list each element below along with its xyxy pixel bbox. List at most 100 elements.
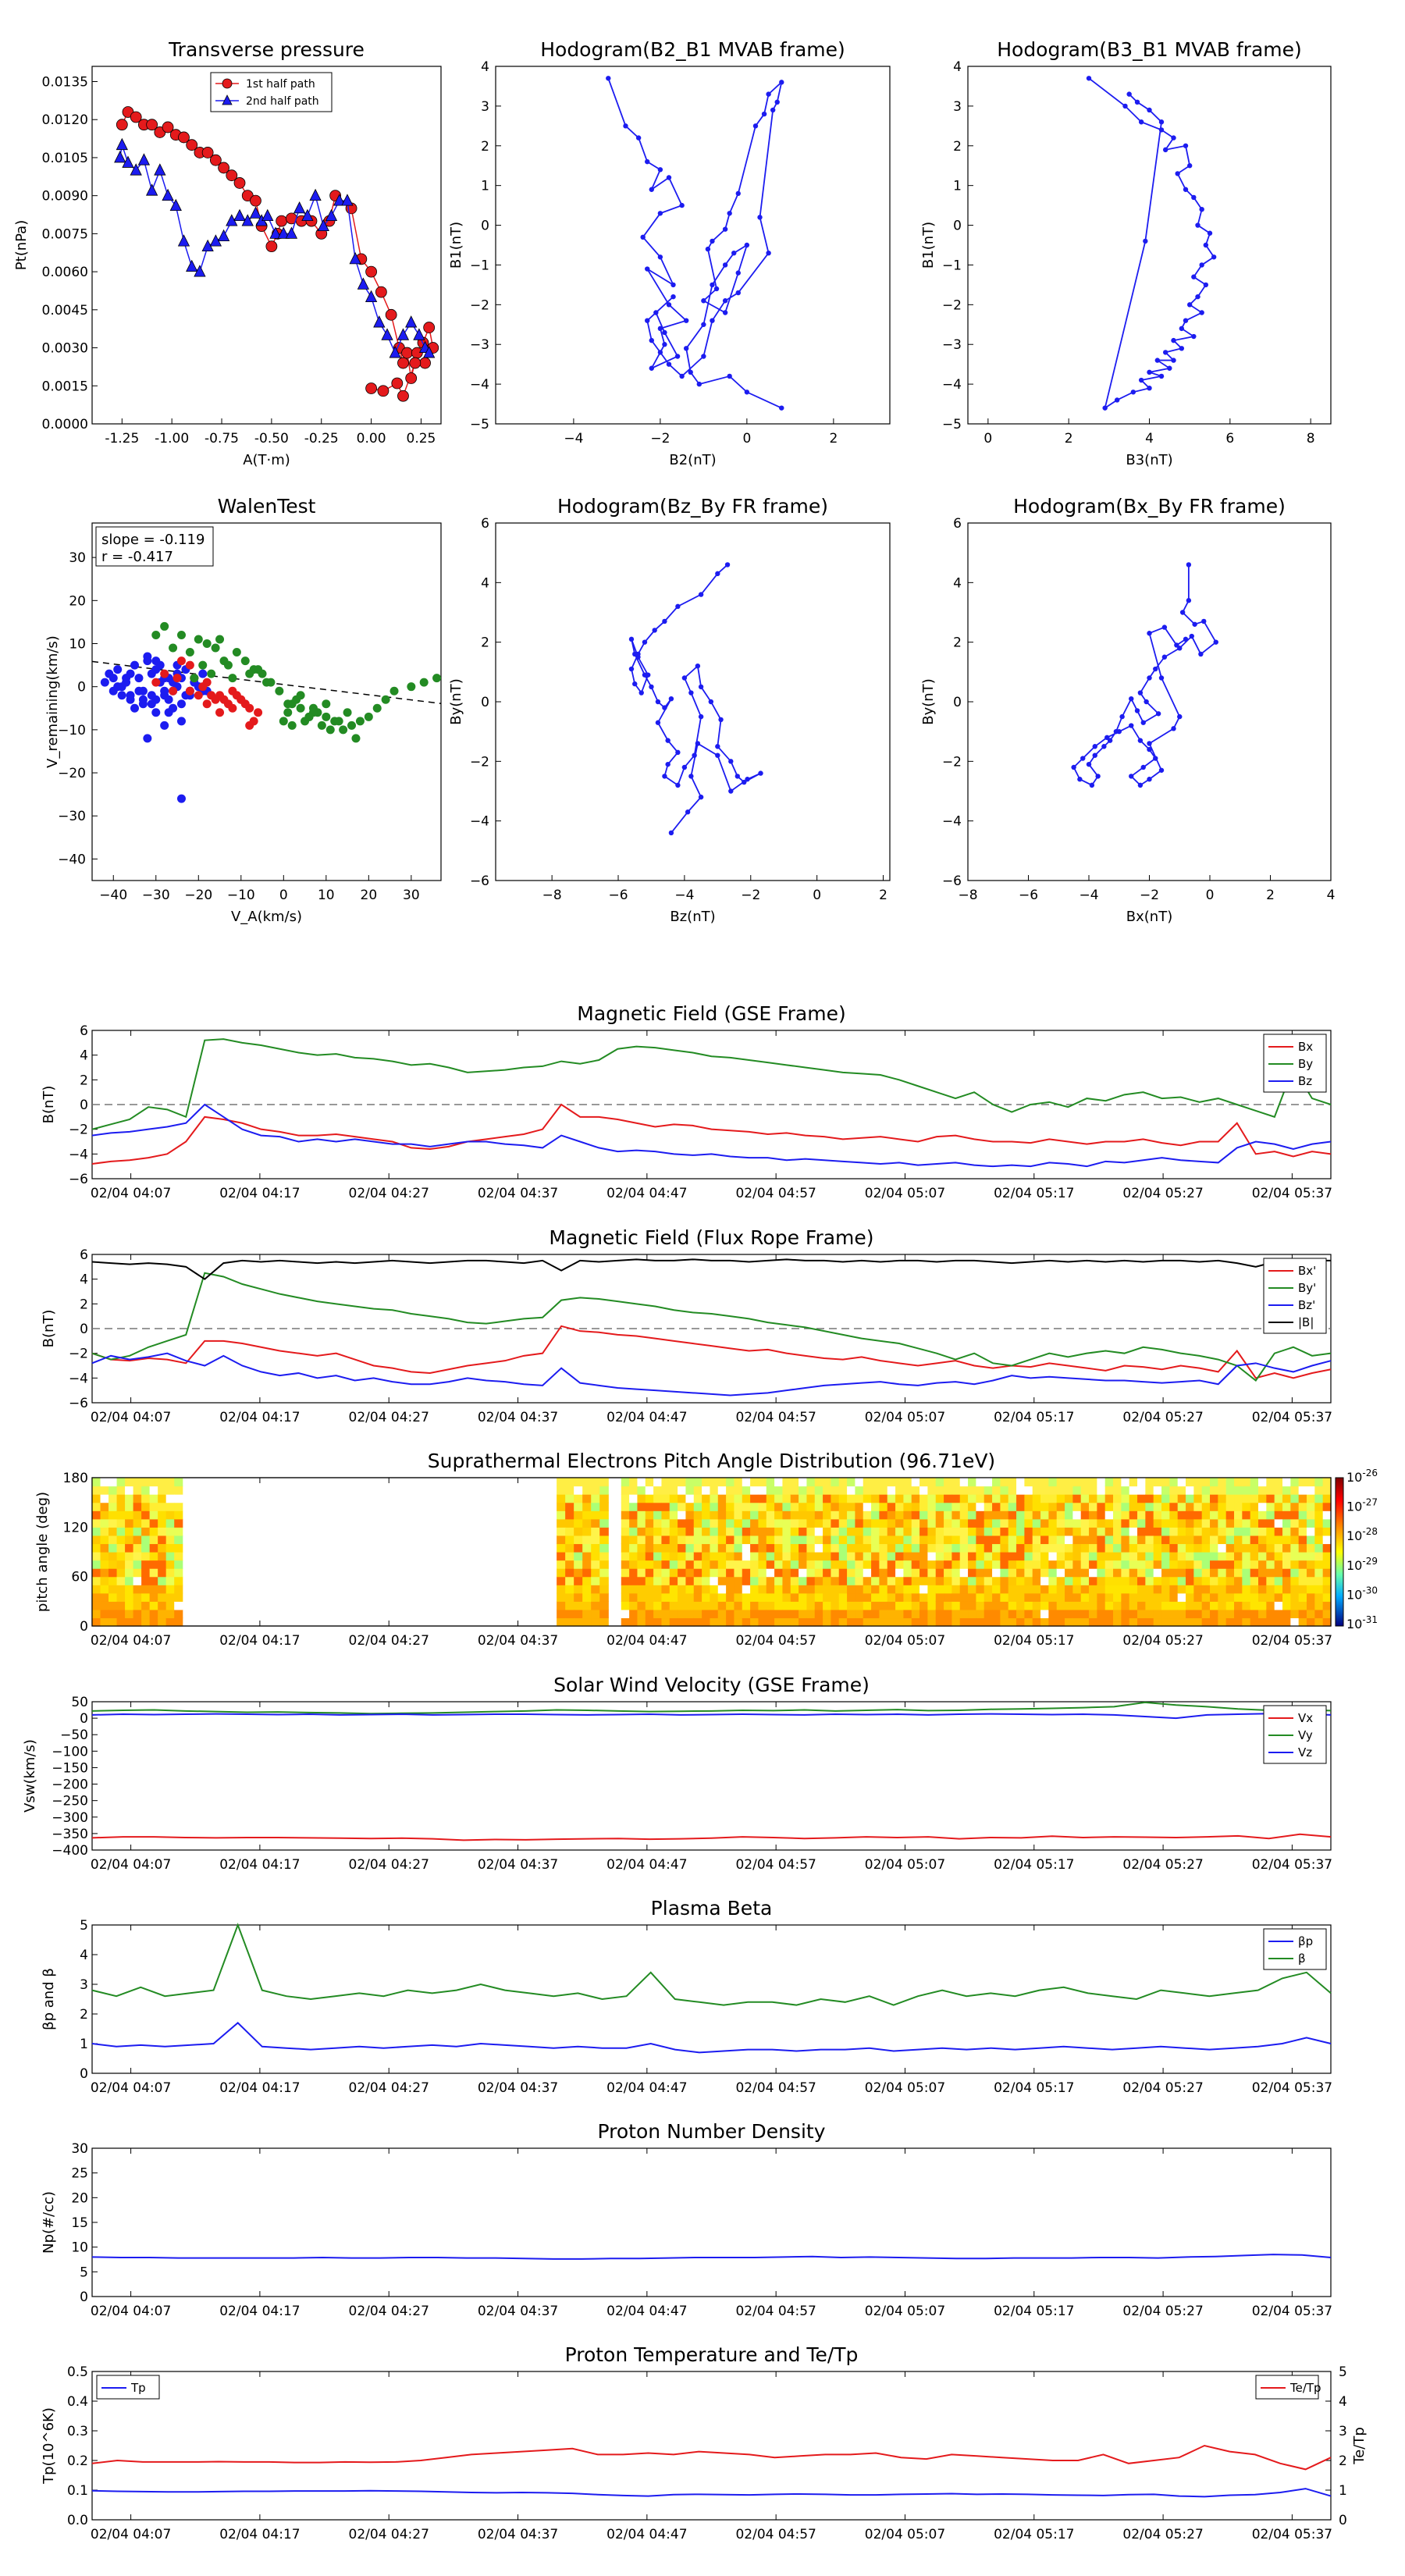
pad-cell [116,1535,126,1545]
data-point [250,194,261,207]
data-point [160,669,169,678]
data-point [1211,254,1217,260]
pad-cell [1218,1592,1227,1602]
pad-cell [1000,1518,1009,1528]
pad-cell [944,1560,952,1569]
pad-cell [951,1552,961,1561]
pad-cell [1250,1576,1259,1585]
pad-cell [629,1494,638,1503]
pad-cell [1186,1527,1194,1536]
pad-cell [758,1543,767,1553]
pad-cell [919,1478,928,1487]
pad-cell [599,1576,609,1585]
pad-cell [693,1617,702,1627]
pad-cell [1121,1518,1130,1528]
pad-cell [1080,1552,1090,1561]
pad-cell [726,1543,735,1553]
pad-cell [125,1535,134,1545]
data-point [649,365,654,371]
pad-cell [1225,1510,1235,1520]
pad-cell [1218,1585,1227,1594]
y-tick-label: 0 [80,2066,88,2082]
pad-cell [133,1592,142,1602]
pad-cell [693,1585,702,1594]
pad-cell [1072,1502,1082,1511]
pad-cell [1129,1576,1138,1585]
pad-cell [1032,1502,1041,1511]
time-tick-label: 02/04 04:57 [735,1410,816,1425]
data-point [710,318,715,323]
pad-cell [141,1518,151,1528]
pad-cell [1225,1601,1235,1610]
pad-cell [591,1485,600,1495]
legend-label: Vx [1298,1711,1313,1725]
pad-cell [574,1535,583,1545]
time-tick-label: 02/04 05:17 [994,2304,1074,2319]
pad-cell [976,1478,985,1487]
y-tick-label: 1 [481,179,489,194]
pad-cell [582,1552,592,1561]
pad-cell [1314,1502,1324,1511]
pad-cell [903,1535,912,1545]
pad-cell [149,1609,158,1619]
pad-cell [158,1485,167,1495]
data-point [218,162,229,174]
pad-cell [1201,1592,1211,1602]
pad-cell [1218,1617,1227,1627]
pad-cell [599,1601,609,1610]
pad-cell [1225,1560,1235,1569]
pad-cell [1266,1576,1275,1585]
pad-cell [582,1585,592,1594]
pad-cell [847,1527,856,1536]
pad-cell [1218,1568,1227,1578]
pad-cell [1177,1494,1186,1503]
pad-cell [871,1518,880,1528]
pad-cell [1016,1617,1025,1627]
data-point [325,208,338,222]
solar-wind-velocity-axes [91,1701,1332,1851]
data-point [1158,767,1165,773]
pad-cell [1129,1568,1138,1578]
pad-cell [1210,1518,1218,1528]
data-point [696,381,702,387]
pad-cell [855,1510,864,1520]
pad-cell [637,1502,646,1511]
pad-cell [1234,1552,1243,1561]
pad-cell [806,1510,816,1520]
pad-cell [158,1478,167,1487]
y-tick-label: −2 [470,297,489,313]
pad-cell [814,1592,823,1602]
pad-cell [879,1478,888,1487]
pad-cell [814,1560,823,1569]
proton-temperature-axes [91,2371,1332,2521]
pad-cell [591,1494,600,1503]
pad-cell [726,1617,735,1627]
pad-cell [879,1543,888,1553]
y2-tick-label: 1 [1339,2483,1347,2499]
pad-cell [141,1560,151,1569]
pad-cell [806,1576,816,1585]
pad-cell [1121,1592,1130,1602]
pad-cell [1080,1518,1090,1528]
data-point [186,259,198,272]
pad-cell [968,1576,976,1585]
y-tick-label: 3 [481,99,489,115]
time-tick-label: 02/04 04:47 [606,2080,687,2096]
x-tick-label: 0 [1206,888,1215,903]
x-tick-label: −30 [142,888,170,903]
pad-cell [1089,1543,1097,1553]
pad-cell [1282,1478,1291,1487]
data-point [341,194,354,206]
pad-cell [678,1560,687,1569]
pad-cell [661,1485,670,1495]
pad-cell [1161,1601,1170,1610]
pad-cell [1186,1552,1194,1561]
pad-cell [629,1601,638,1610]
pad-cell [669,1510,678,1520]
pad-cell [790,1485,799,1495]
data-point [1183,187,1189,192]
pad-cell [1016,1592,1025,1602]
pad-cell [855,1560,864,1569]
pad-cell [92,1494,101,1503]
pad-cell [557,1601,566,1610]
